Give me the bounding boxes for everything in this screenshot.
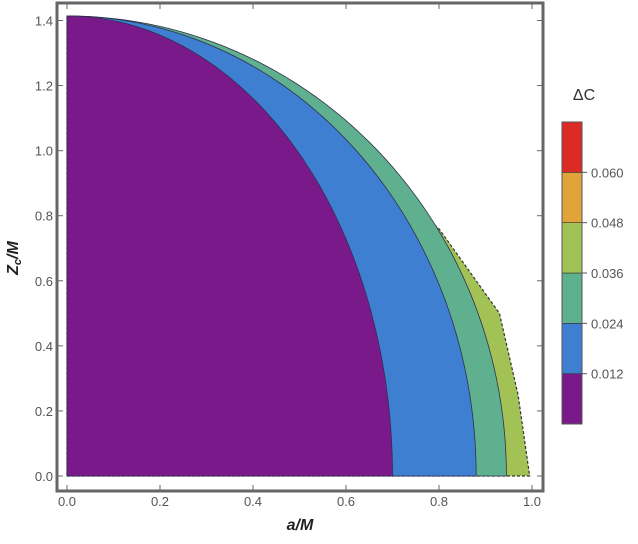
y-tick-label: 0.2	[35, 404, 53, 419]
colorbar-swatch	[561, 222, 583, 274]
colorbar-tick-label: 0.048	[591, 216, 624, 231]
region-level-0.012	[66, 15, 393, 477]
y-tick-label: 0.6	[35, 274, 53, 289]
y-tick-label: 0.0	[35, 469, 53, 484]
colorbar-swatch	[561, 323, 583, 374]
x-tick-label: 0.0	[58, 494, 76, 509]
x-axis: 0.0 0.2 0.4 0.6 0.8 1.0	[58, 3, 541, 509]
colorbar-swatch	[561, 121, 583, 173]
colorbar-tick-label: 0.024	[591, 316, 624, 331]
y-axis: 0.0 0.2 0.4 0.6 0.8 1.0 1.2 1.4	[35, 14, 543, 484]
y-tick-label: 0.4	[35, 339, 53, 354]
contour-regions	[66, 15, 531, 477]
colorbar-tick-label: 0.036	[591, 266, 624, 281]
y-tick-label: 1.4	[35, 14, 53, 29]
x-axis-title: a/M	[287, 517, 314, 534]
colorbar-tick-label: 0.060	[591, 165, 624, 180]
y-tick-label: 1.0	[35, 144, 53, 159]
y-tick-label: 0.8	[35, 209, 53, 224]
colorbar-tick-label: 0.012	[591, 367, 624, 382]
x-tick-label: 0.2	[151, 494, 169, 509]
x-tick-label: 0.4	[244, 494, 262, 509]
plot-frame	[55, 1, 545, 493]
x-tick-label: 0.8	[430, 494, 448, 509]
y-axis-title: Zc/M	[5, 240, 24, 275]
colorbar-swatch	[561, 272, 583, 324]
x-tick-label: 0.6	[337, 494, 355, 509]
colorbar: 0.012 0.024 0.036 0.048 0.060	[561, 121, 624, 425]
x-tick-label: 1.0	[523, 494, 541, 509]
y-tick-label: 1.2	[35, 79, 53, 94]
colorbar-swatch	[561, 172, 583, 223]
colorbar-title: ΔC	[573, 87, 595, 104]
colorbar-swatch	[561, 373, 583, 425]
